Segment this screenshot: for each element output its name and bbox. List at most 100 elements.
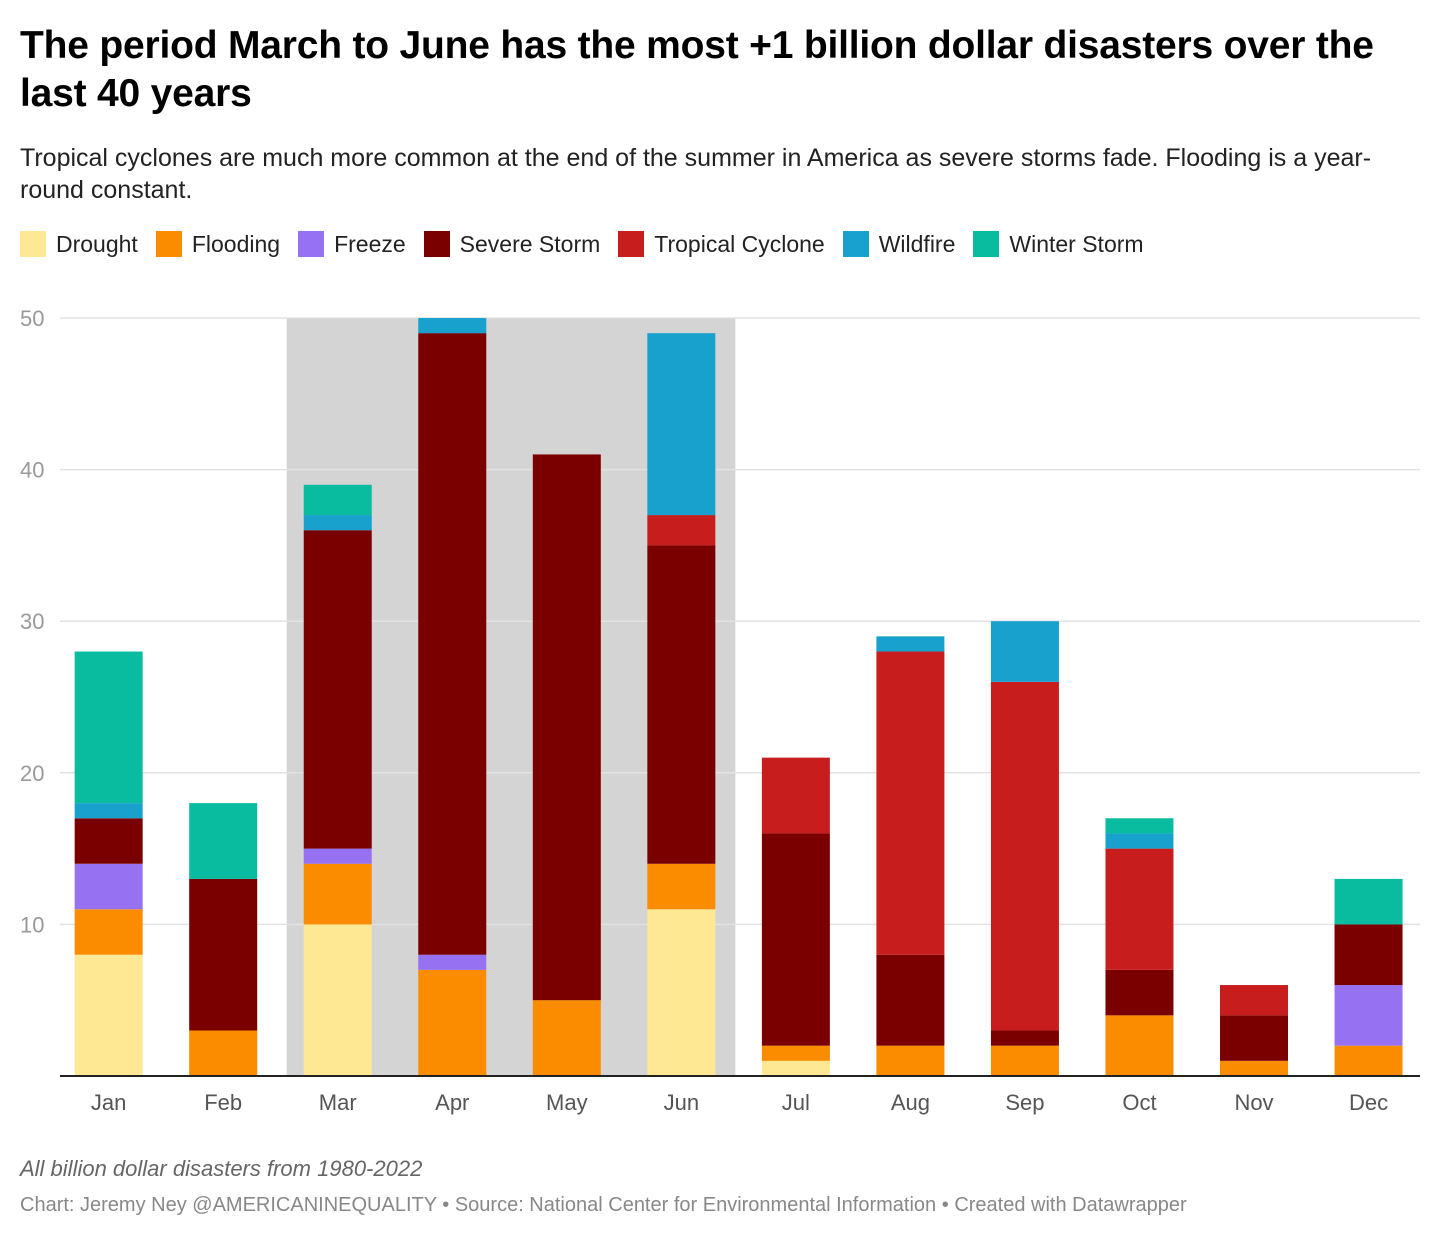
legend-item-drought: Drought	[20, 231, 138, 258]
legend-label-severe-storm: Severe Storm	[459, 230, 601, 257]
y-tick-label-10: 10	[20, 912, 44, 937]
bar-segment-apr-wildfire	[418, 318, 487, 334]
bar-stack-jun	[647, 333, 716, 1076]
legend-swatch-wildfire	[842, 231, 869, 257]
bar-stack-may	[532, 454, 601, 1076]
bar-segment-feb-winter-storm	[189, 803, 258, 879]
bar-segment-aug-severe-storm	[876, 954, 945, 1046]
bar-stack-jan	[74, 651, 143, 1076]
x-tick-label-apr: Apr	[435, 1090, 469, 1115]
bar-segment-jan-winter-storm	[74, 651, 143, 804]
bar-chart: 10 20 30 40 50 Jan Feb Mar Apr May Jun Jul Aug Sep Oct…	[20, 306, 1420, 1115]
bar-stack-mar	[303, 484, 372, 1076]
legend-label-wildfire: Wildfire	[878, 230, 956, 257]
bar-stack-dec	[1334, 878, 1403, 1076]
bar-segment-mar-severe-storm	[303, 530, 372, 849]
bar-segment-jul-flooding	[761, 1045, 830, 1061]
x-tick-label-aug: Aug	[891, 1090, 930, 1115]
bar-segment-oct-tropical-cyclone	[1105, 848, 1174, 970]
bar-stack-jul	[761, 757, 830, 1076]
legend-item-tropical-cyclone: Tropical Cyclone	[618, 230, 825, 258]
legend-swatch-tropical-cyclone	[618, 231, 645, 257]
x-tick-label-oct: Oct	[1122, 1090, 1156, 1115]
x-tick-label-may: May	[546, 1090, 588, 1115]
bar-segment-may-severe-storm	[532, 454, 601, 1001]
legend-swatch-severe-storm	[423, 231, 450, 257]
x-tick-label-mar: Mar	[319, 1090, 357, 1115]
bar-segment-dec-severe-storm	[1334, 924, 1403, 986]
bar-segment-sep-flooding	[990, 1045, 1059, 1076]
chart-title: The period March to June has the most +1…	[20, 24, 1374, 115]
bar-stack-aug	[876, 636, 945, 1076]
bar-segment-jul-drought	[761, 1060, 830, 1076]
chart-subtitle: Tropical cyclones are much more common a…	[20, 144, 1372, 204]
legend: Drought Flooding Freeze Severe Storm Tropica…	[20, 228, 1162, 260]
bar-segment-mar-winter-storm	[303, 484, 372, 516]
bar-segment-dec-winter-storm	[1334, 878, 1403, 925]
legend-label-winter-storm: Winter Storm	[1009, 230, 1144, 257]
x-tick-label-feb: Feb	[204, 1090, 242, 1115]
bar-segment-nov-severe-storm	[1220, 1015, 1288, 1061]
bar-segment-jul-tropical-cyclone	[761, 757, 830, 834]
bar-segment-aug-wildfire	[876, 636, 945, 652]
legend-item-severe-storm: Severe Storm	[423, 230, 601, 258]
bar-segment-jun-flooding	[647, 863, 716, 910]
credit-source: Source: National Center for Environmenta…	[454, 1194, 937, 1216]
bar-segment-sep-severe-storm	[990, 1030, 1059, 1046]
y-tick-label-40: 40	[20, 458, 44, 483]
x-tick-label-jan: Jan	[91, 1090, 126, 1115]
legend-label-flooding: Flooding	[191, 230, 281, 257]
bar-segment-dec-flooding	[1334, 1045, 1403, 1076]
bar-segment-feb-flooding	[189, 1030, 258, 1076]
y-tick-label-50: 50	[20, 306, 44, 331]
credit-line: Chart: Jeremy Ney @AMERICANINEQUALITY • …	[20, 1194, 1187, 1217]
bar-segment-mar-wildfire	[303, 515, 372, 531]
x-tick-label-jul: Jul	[782, 1090, 810, 1115]
bar-segment-mar-drought	[303, 924, 372, 1076]
bar-segment-aug-tropical-cyclone	[876, 651, 945, 955]
credit-tool: Created with Datawrapper	[954, 1194, 1187, 1216]
legend-label-tropical-cyclone: Tropical Cyclone	[654, 230, 825, 257]
credit-separator-1: •	[436, 1194, 455, 1216]
chart-note: All billion dollar disasters from 1980-2…	[20, 1156, 423, 1181]
bar-segment-jan-drought	[74, 954, 143, 1076]
bar-segment-oct-wildfire	[1105, 833, 1174, 849]
bar-segment-jun-severe-storm	[647, 545, 716, 864]
legend-swatch-freeze	[298, 231, 325, 257]
credit-chart: Chart: Jeremy Ney @AMERICANINEQUALITY	[20, 1194, 437, 1216]
bar-stack-feb	[189, 803, 258, 1076]
bar-stack-sep	[990, 621, 1059, 1076]
credit-separator-2: •	[936, 1194, 955, 1216]
legend-item-winter-storm: Winter Storm	[973, 230, 1144, 258]
legend-swatch-winter-storm	[973, 231, 1000, 257]
bar-stack-apr	[418, 318, 487, 1076]
y-tick-label-20: 20	[20, 761, 44, 786]
legend-item-flooding: Flooding	[155, 230, 281, 258]
bar-segment-dec-freeze	[1334, 985, 1403, 1046]
bar-stack-nov	[1220, 985, 1288, 1076]
bar-segment-apr-severe-storm	[418, 333, 487, 955]
legend-item-freeze: Freeze	[298, 231, 406, 258]
x-tick-label-nov: Nov	[1234, 1090, 1273, 1115]
bar-segment-may-flooding	[532, 1000, 601, 1076]
bar-segment-jan-wildfire	[74, 803, 143, 819]
bar-segment-jan-freeze	[74, 863, 143, 910]
bar-segment-jun-drought	[647, 909, 716, 1076]
legend-swatch-drought	[20, 231, 46, 257]
bar-segment-jun-wildfire	[647, 333, 716, 516]
bar-segment-jul-severe-storm	[761, 833, 830, 1046]
x-tick-label-jun: Jun	[664, 1090, 699, 1115]
legend-label-freeze: Freeze	[334, 230, 406, 257]
bar-segment-apr-flooding	[418, 969, 487, 1076]
bar-segment-sep-tropical-cyclone	[990, 681, 1059, 1031]
legend-swatch-flooding	[155, 231, 182, 257]
bar-stack-oct	[1105, 818, 1174, 1076]
bar-segment-nov-tropical-cyclone	[1220, 985, 1288, 1016]
bar-segment-apr-freeze	[418, 954, 487, 970]
y-tick-label-30: 30	[20, 609, 44, 634]
bar-segment-mar-flooding	[303, 863, 372, 925]
legend-label-drought: Drought	[56, 230, 138, 257]
x-tick-label-dec: Dec	[1349, 1090, 1388, 1115]
bar-segment-jan-flooding	[74, 909, 143, 955]
